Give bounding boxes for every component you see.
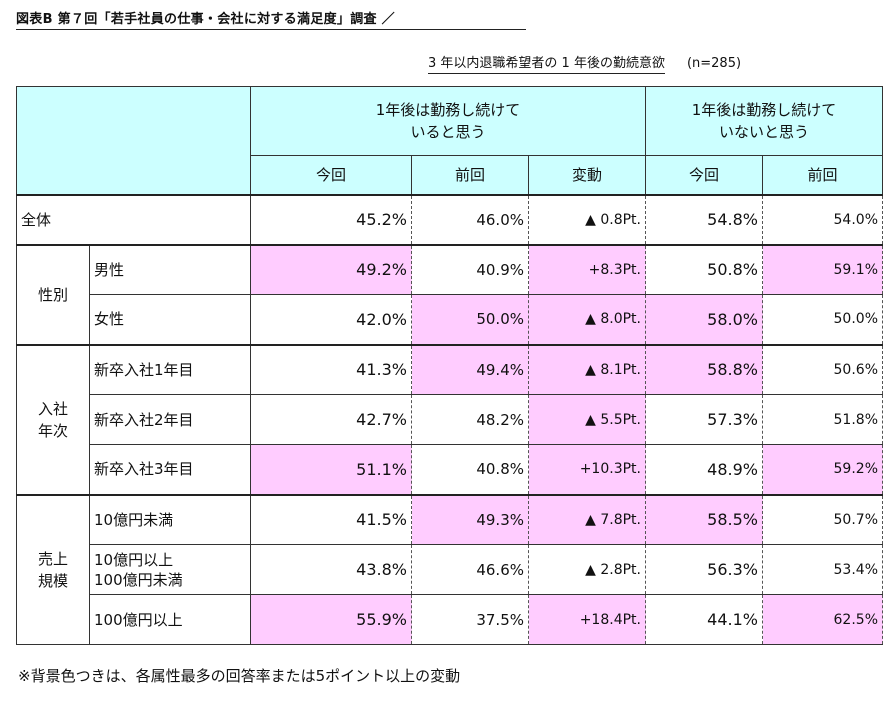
value-cell: 51.8% xyxy=(762,394,883,445)
row-label: 全体 xyxy=(16,193,251,245)
value-cell: 48.2% xyxy=(411,394,529,445)
survey-table: 1年後は勤務し続けて いると思う 1年後は勤務し続けて いないと思う 今回 前回… xyxy=(16,86,883,645)
header-col-current: 今回 xyxy=(645,155,763,195)
row-label: 新卒入社2年目 xyxy=(89,394,251,445)
value-cell: 49.2% xyxy=(250,243,412,295)
table-row: 10億円以上 100億円未満 43.8% 46.6% ▲ 2.8Pt. 56.3% 53.… xyxy=(17,544,883,595)
header-col-change: 変動 xyxy=(528,155,646,195)
value-cell: 53.4% xyxy=(762,544,883,595)
table-row: 100億円以上 55.9% 37.5% +18.4Pt. 44.1% 62.5% xyxy=(17,594,883,645)
value-cell: 50.0% xyxy=(411,294,529,345)
table-row: 新卒入社3年目 51.1% 40.8% +10.3Pt. 48.9% 59.2% xyxy=(17,444,883,495)
group-label: 性別 xyxy=(16,243,90,345)
value-cell: 58.5% xyxy=(645,493,763,545)
row-label: 女性 xyxy=(89,294,251,345)
value-cell: 54.0% xyxy=(762,193,883,245)
table-row: 女性 42.0% 50.0% ▲ 8.0Pt. 58.0% 50.0% xyxy=(17,294,883,345)
value-cell: +18.4Pt. xyxy=(528,594,646,645)
value-cell: 59.2% xyxy=(762,444,883,495)
table-row: 新卒入社2年目 42.7% 48.2% ▲ 5.5Pt. 57.3% 51.8% xyxy=(17,394,883,445)
value-cell: +10.3Pt. xyxy=(528,444,646,495)
value-cell: 41.5% xyxy=(250,493,412,545)
row-label: 10億円以上 100億円未満 xyxy=(89,544,251,595)
value-cell: 62.5% xyxy=(762,594,883,645)
header-col-previous: 前回 xyxy=(762,155,883,195)
header-group-continue: 1年後は勤務し続けて いると思う xyxy=(250,86,646,156)
header-group-not-continue: 1年後は勤務し続けて いないと思う xyxy=(645,86,883,156)
table-row: 入社 年次 新卒入社1年目 41.3% 49.4% ▲ 8.1Pt. 58.8% 50.6% xyxy=(16,343,883,495)
value-cell: ▲ 8.0Pt. xyxy=(528,294,646,345)
row-label: 新卒入社1年目 xyxy=(89,343,251,395)
value-cell: 40.8% xyxy=(411,444,529,495)
value-cell: ▲ 8.1Pt. xyxy=(528,343,646,395)
figure-title: 図表B 第７回「若手社員の仕事・会社に対する満足度」調査 ／ xyxy=(16,8,526,30)
value-cell: 58.0% xyxy=(645,294,763,345)
value-cell: +8.3Pt. xyxy=(528,243,646,295)
row-label: 男性 xyxy=(89,243,251,295)
row-label: 10億円未満 xyxy=(89,493,251,545)
value-cell: 50.8% xyxy=(645,243,763,295)
header-col-current: 今回 xyxy=(250,155,412,195)
value-cell: 59.1% xyxy=(762,243,883,295)
value-cell: 37.5% xyxy=(411,594,529,645)
value-cell: 49.3% xyxy=(411,493,529,545)
header-corner xyxy=(16,86,251,195)
value-cell: 49.4% xyxy=(411,343,529,395)
table-subtitle: 3 年以内退職希望者の 1 年後の勤続意欲 (n=285) xyxy=(428,52,742,74)
value-cell: 48.9% xyxy=(645,444,763,495)
value-cell: 54.8% xyxy=(645,193,763,245)
value-cell: ▲ 7.8Pt. xyxy=(528,493,646,545)
value-cell: 50.6% xyxy=(762,343,883,395)
value-cell: ▲ 2.8Pt. xyxy=(528,544,646,595)
row-label: 100億円以上 xyxy=(89,594,251,645)
value-cell: 50.7% xyxy=(762,493,883,545)
value-cell: 51.1% xyxy=(250,444,412,495)
value-cell: 42.7% xyxy=(250,394,412,445)
value-cell: 45.2% xyxy=(250,193,412,245)
value-cell: 44.1% xyxy=(645,594,763,645)
value-cell: 46.0% xyxy=(411,193,529,245)
table-row: 売上 規模 10億円未満 41.5% 49.3% ▲ 7.8Pt. 58.5% 50.7% xyxy=(16,493,883,645)
table-row: 全体 45.2% 46.0% ▲ 0.8Pt. 54.8% 54.0% xyxy=(16,193,883,245)
row-label: 新卒入社3年目 xyxy=(89,444,251,495)
value-cell: 56.3% xyxy=(645,544,763,595)
footnote: ※背景色つきは、各属性最多の回答率または5ポイント以上の変動 xyxy=(18,667,461,685)
value-cell: 50.0% xyxy=(762,294,883,345)
value-cell: 55.9% xyxy=(250,594,412,645)
value-cell: 57.3% xyxy=(645,394,763,445)
value-cell: 40.9% xyxy=(411,243,529,295)
value-cell: 46.6% xyxy=(411,544,529,595)
header-col-previous: 前回 xyxy=(411,155,529,195)
value-cell: ▲ 0.8Pt. xyxy=(528,193,646,245)
subtitle-text: 3 年以内退職希望者の 1 年後の勤続意欲 xyxy=(428,56,665,74)
value-cell: 58.8% xyxy=(645,343,763,395)
group-label: 入社 年次 xyxy=(16,343,90,495)
group-label: 売上 規模 xyxy=(16,493,90,645)
sample-size: (n=285) xyxy=(686,56,742,71)
value-cell: 43.8% xyxy=(250,544,412,595)
value-cell: 42.0% xyxy=(250,294,412,345)
value-cell: 41.3% xyxy=(250,343,412,395)
value-cell: ▲ 5.5Pt. xyxy=(528,394,646,445)
table-row: 性別 男性 49.2% 40.9% +8.3Pt. 50.8% 59.1% xyxy=(16,243,883,345)
